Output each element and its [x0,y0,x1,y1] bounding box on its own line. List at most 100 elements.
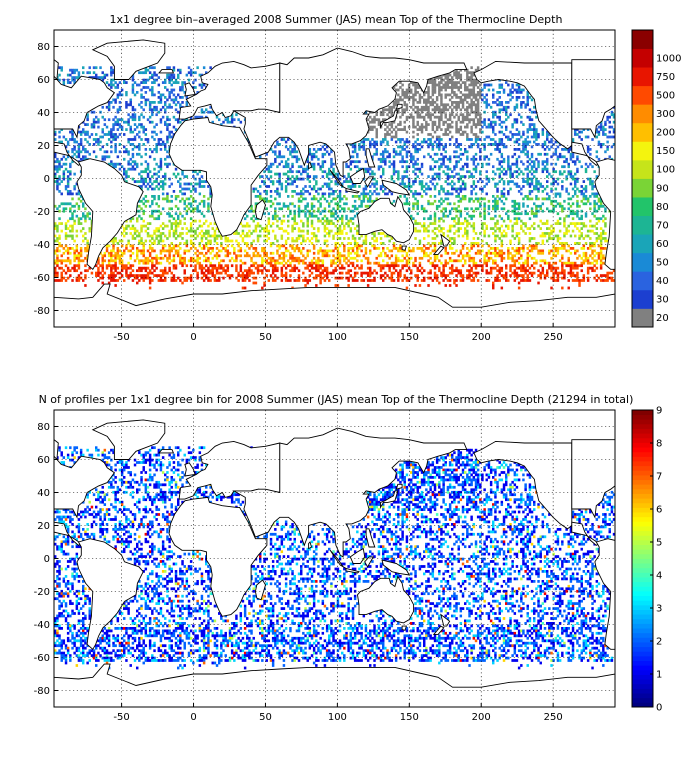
data-cell [554,195,558,198]
data-cell [494,199,497,203]
data-cell [379,242,383,245]
data-cell [392,86,396,89]
data-cell [151,135,154,139]
data-cell [58,160,61,164]
data-cell [306,222,309,225]
data-cell [448,175,452,178]
data-cell [528,162,532,166]
data-cell [131,130,135,134]
data-cell [202,232,206,235]
data-cell [425,123,428,126]
data-cell [79,150,83,154]
data-cell [347,175,350,178]
data-cell [483,197,486,201]
data-cell [349,256,353,260]
data-cell [105,249,109,253]
data-cell [541,185,545,188]
data-cell [146,259,150,263]
data-cell [157,91,161,94]
data-cell [369,197,372,201]
data-cell [60,244,63,248]
data-cell [75,202,79,206]
data-cell [397,98,400,102]
data-cell [455,71,458,75]
data-cell [321,155,325,159]
data-cell [157,227,161,230]
data-cell [423,222,426,225]
data-cell [431,91,435,94]
data-cell [341,207,344,211]
data-cell [116,93,120,97]
data-cell [300,251,303,255]
data-cell [431,86,435,89]
data-cell [552,204,555,208]
data-cell [420,128,424,131]
data-cell [192,259,195,263]
data-cell [550,138,553,141]
data-cell [144,86,148,89]
data-cell [442,234,445,238]
data-cell [265,175,268,178]
data-cell [448,239,452,243]
data-cell [328,152,331,156]
data-cell [533,123,536,126]
data-cell [170,214,173,218]
data-cell [444,76,447,79]
data-cell [382,167,385,171]
data-cell [420,123,424,126]
data-cell [498,150,501,154]
data-cell [250,256,253,260]
data-cell [455,187,458,191]
data-cell [123,150,126,154]
data-cell [485,192,488,196]
data-cell [330,165,333,169]
data-cell [388,165,391,169]
data-cell [133,160,137,164]
data-cell [438,91,441,94]
data-cell [425,128,428,131]
data-cell [541,143,545,146]
data-cell [410,81,413,84]
data-cell [198,177,202,181]
data-cell [280,234,284,238]
data-cell [198,180,202,183]
data-cell [114,162,117,166]
data-cell [230,120,234,124]
data-cell [522,145,525,149]
data-cell [317,239,320,243]
data-cell [476,249,480,253]
data-cell [267,165,271,169]
data-cell [461,103,465,107]
data-cell [403,143,406,146]
data-cell [554,222,558,225]
data-cell [360,140,363,144]
data-cell [451,185,454,188]
data-cell [148,170,152,174]
data-cell [144,160,148,164]
data-cell [595,217,599,221]
data-cell [604,239,607,243]
data-cell [593,185,596,188]
data-cell [515,133,519,136]
data-cell [472,143,476,146]
data-cell [576,167,579,171]
data-cell [597,207,601,211]
data-cell [442,73,445,77]
data-cell [394,88,398,92]
data-cell [438,83,441,87]
data-cell [438,224,441,228]
data-cell [440,143,443,146]
data-cell [464,83,467,87]
data-cell [435,135,439,139]
data-cell [207,256,210,260]
data-cell [487,135,491,139]
data-cell [533,165,536,169]
data-cell [263,199,266,203]
data-cell [500,251,504,255]
data-cell [177,118,180,122]
data-cell [116,118,120,122]
data-cell [595,232,599,235]
data-cell [92,66,96,70]
data-cell [151,110,154,114]
data-cell [183,182,186,186]
